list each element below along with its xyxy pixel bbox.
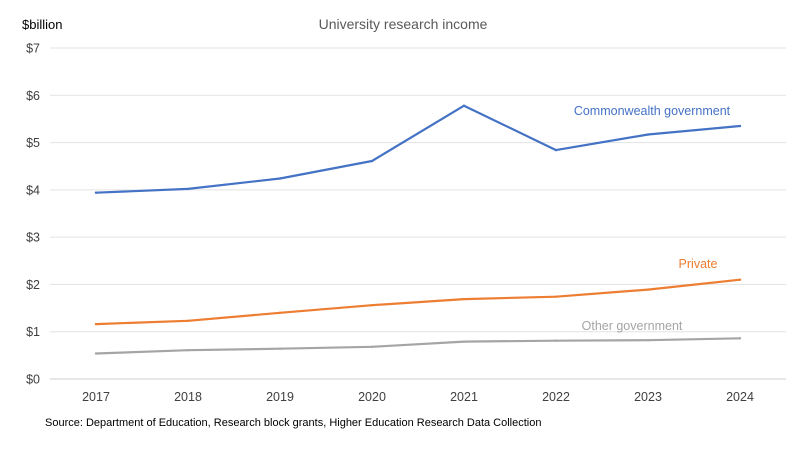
data-point-commonwealth-government — [278, 177, 282, 180]
data-point-private — [462, 297, 466, 301]
series-labels: Commonwealth government Private Other gove… — [574, 104, 731, 333]
data-point-private — [554, 295, 558, 298]
data-point-commonwealth-government — [462, 104, 466, 107]
y-tick-label: $7 — [26, 42, 40, 56]
y-tick-label: $6 — [26, 89, 40, 103]
series-line-other-government — [94, 337, 742, 355]
data-point-private — [370, 304, 374, 307]
data-point-commonwealth-government — [370, 159, 374, 163]
series-line-private — [94, 278, 742, 326]
data-point-private — [186, 319, 190, 323]
x-tick-label: 2018 — [174, 390, 202, 404]
data-point-private — [738, 278, 742, 281]
y-axis-unit-label: $billion — [22, 17, 62, 32]
series-lines — [94, 104, 742, 355]
x-axis-tick-labels: 2017 2018 2019 2020 2021 2022 2023 2024 — [82, 390, 754, 404]
data-point-other-government — [646, 339, 650, 342]
x-tick-label: 2023 — [634, 390, 662, 404]
data-point-other-government — [462, 340, 466, 343]
y-tick-label: $2 — [26, 278, 40, 292]
series-label-private: Private — [679, 257, 718, 271]
data-point-private — [278, 311, 282, 314]
data-point-other-government — [186, 348, 190, 352]
data-point-other-government — [94, 352, 98, 355]
data-point-other-government — [738, 337, 742, 340]
data-point-commonwealth-government — [554, 148, 558, 152]
series-label-other-government: Other government — [582, 319, 683, 333]
data-point-commonwealth-government — [738, 124, 742, 128]
data-point-commonwealth-government — [186, 187, 190, 191]
y-axis-tick-labels: $0 $1 $2 $3 $4 $5 $6 $7 — [26, 42, 40, 387]
y-tick-label: $3 — [26, 231, 40, 245]
data-point-commonwealth-government — [94, 191, 98, 194]
series-label-commonwealth-government: Commonwealth government — [574, 104, 731, 118]
x-tick-label: 2021 — [450, 390, 478, 404]
data-point-other-government — [554, 339, 558, 342]
data-point-private — [94, 322, 98, 326]
x-tick-label: 2024 — [726, 390, 754, 404]
data-point-other-government — [278, 347, 282, 350]
chart-title: University research income — [319, 16, 488, 32]
data-point-other-government — [370, 345, 374, 349]
y-tick-label: $0 — [26, 373, 40, 387]
x-tick-label: 2019 — [266, 390, 294, 404]
x-tick-label: 2017 — [82, 390, 110, 404]
x-tick-label: 2022 — [542, 390, 570, 404]
source-note: Source: Department of Education, Researc… — [45, 417, 541, 429]
x-tick-label: 2020 — [358, 390, 386, 404]
y-tick-label: $1 — [26, 325, 40, 339]
y-tick-label: $4 — [26, 183, 40, 197]
y-tick-label: $5 — [26, 136, 40, 150]
data-point-private — [646, 288, 650, 291]
series-line-commonwealth-government — [94, 104, 742, 194]
data-point-commonwealth-government — [646, 133, 650, 136]
